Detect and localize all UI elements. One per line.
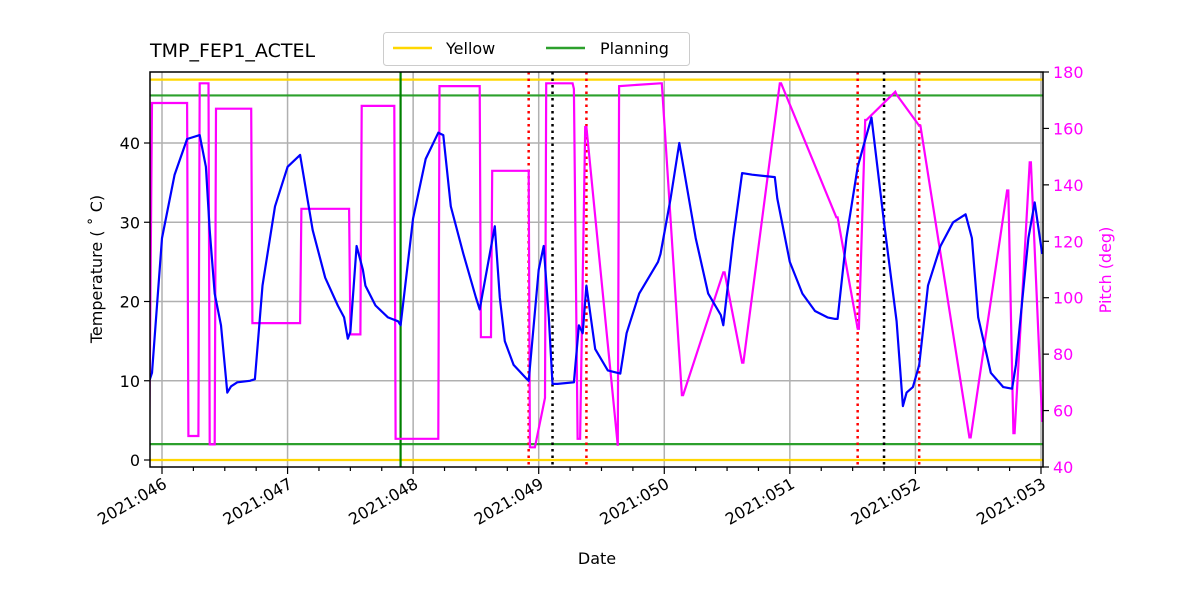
x-tick-label: 2021:050 (596, 474, 672, 529)
y2-tick-label: 40 (1053, 458, 1073, 477)
y2-tick-label: 160 (1053, 119, 1084, 138)
event-markers (399, 72, 921, 467)
y-axis-label: Temperature ( ˚ C) (87, 195, 106, 344)
temperature-series (150, 116, 1043, 408)
x-tick-label: 2021:053 (973, 474, 1049, 529)
y2-tick-label: 100 (1053, 289, 1084, 308)
legend-yellow-label: Yellow (445, 39, 495, 58)
x-tick-label: 2021:051 (722, 474, 798, 529)
legend-planning-label: Planning (600, 39, 669, 58)
y-tick-label: 10 (120, 372, 140, 391)
y2-tick-label: 140 (1053, 176, 1084, 195)
grid-lines (150, 72, 1043, 467)
y-tick-label: 20 (120, 293, 140, 312)
x-tick-label: 2021:049 (471, 474, 547, 529)
legend-box (383, 32, 690, 66)
pitch-series (150, 82, 1043, 449)
y2-tick-label: 180 (1053, 63, 1084, 82)
y-axis-pitch: 40 60 80 100 120 140 160 180 (1043, 63, 1084, 477)
y-tick-label: 30 (120, 213, 140, 232)
plot-frame (149, 71, 1044, 468)
limit-lines (150, 78, 1043, 462)
x-tick-label: 2021:046 (94, 474, 170, 529)
y2-tick-label: 120 (1053, 232, 1084, 251)
y-axis-temperature: 0 10 20 30 40 (120, 134, 150, 470)
x-tick-label: 2021:047 (220, 474, 296, 529)
chart-title: TMP_FEP1_ACTEL (149, 40, 315, 62)
y2-tick-label: 60 (1053, 402, 1073, 421)
y2-axis-label: Pitch (deg) (1096, 227, 1115, 314)
x-tick-label: 2021:052 (848, 474, 924, 529)
y-tick-label: 0 (130, 451, 140, 470)
x-axis-label: Date (578, 549, 616, 568)
x-tick-label: 2021:048 (345, 474, 421, 529)
y-tick-label: 40 (120, 134, 140, 153)
x-axis: 2021:046 2021:047 2021:048 2021:049 2021:050… (94, 467, 1049, 529)
legend: Yellow Planning (383, 32, 690, 66)
y2-tick-label: 80 (1053, 345, 1073, 364)
